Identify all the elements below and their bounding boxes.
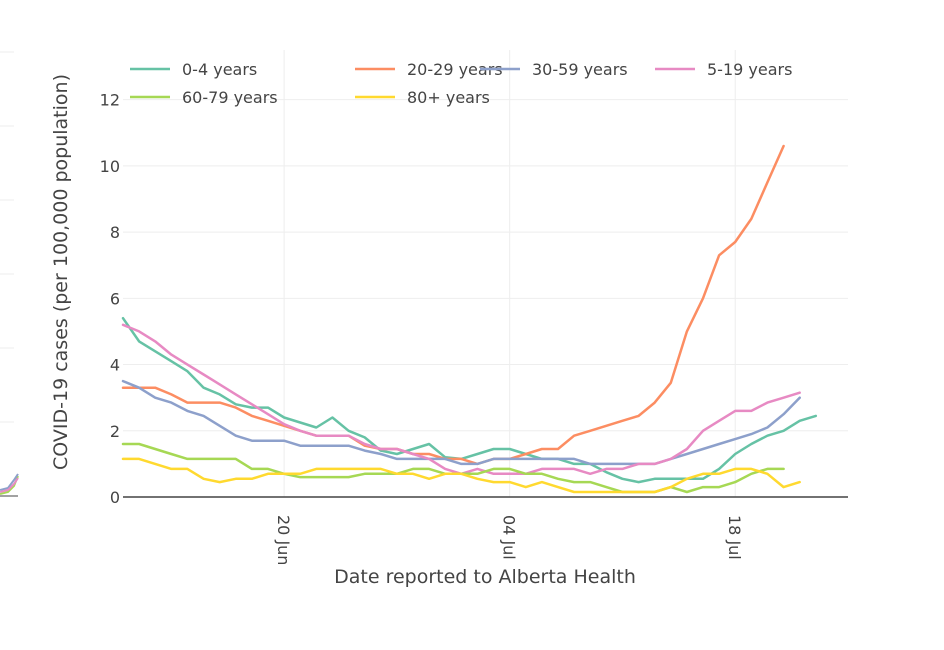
x-axis-title: Date reported to Alberta Health xyxy=(334,566,636,588)
legend-label: 60-79 years xyxy=(182,88,278,107)
series-lines xyxy=(121,144,818,494)
y-tick-label: 4 xyxy=(110,356,120,375)
y-axis-ticks: 0 2 4 6 8 10 12 xyxy=(100,91,120,507)
adjacent-chart-fragment xyxy=(0,51,19,497)
y-tick-label: 12 xyxy=(100,91,120,110)
legend: 0-4 years 20-29 years 30-59 years 5-19 year… xyxy=(130,60,792,107)
legend-label: 5-19 years xyxy=(707,60,792,79)
legend-label: 0-4 years xyxy=(182,60,257,79)
gridlines xyxy=(123,50,848,497)
legend-label: 30-59 years xyxy=(532,60,628,79)
series-line-20-29-years xyxy=(121,144,785,466)
legend-label: 80+ years xyxy=(407,88,490,107)
x-tick-label: 18 Jul xyxy=(725,515,744,560)
legend-label: 20-29 years xyxy=(407,60,503,79)
y-tick-label: 8 xyxy=(110,223,120,242)
y-tick-label: 6 xyxy=(110,289,120,308)
y-tick-label: 10 xyxy=(100,157,120,176)
x-tick-label: 20 Jun xyxy=(274,515,293,565)
y-axis-title: COVID-19 cases (per 100,000 population) xyxy=(50,74,72,470)
series-line-30-59-years xyxy=(121,379,801,466)
series-line-80-years xyxy=(121,457,801,494)
x-axis-ticks: 20 Jun 04 Jul 18 Jul xyxy=(274,515,744,565)
series-line-0-4-years xyxy=(121,316,818,484)
x-tick-label: 04 Jul xyxy=(500,515,519,560)
y-tick-label: 0 xyxy=(110,488,120,507)
y-tick-label: 2 xyxy=(110,422,120,441)
